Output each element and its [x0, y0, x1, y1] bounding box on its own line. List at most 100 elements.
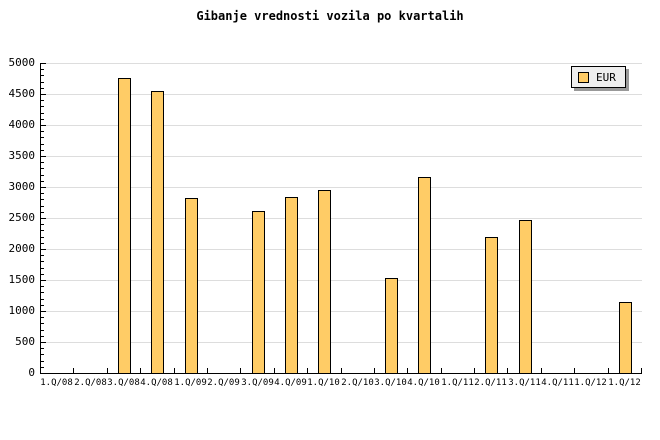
y-minor-tick — [41, 274, 44, 275]
y-minor-tick — [41, 75, 44, 76]
x-tick — [274, 368, 275, 373]
bar — [185, 198, 198, 374]
x-tick-label: 1.Q/09 — [174, 378, 207, 388]
y-minor-tick — [41, 261, 44, 262]
bar — [252, 211, 265, 374]
x-tick — [474, 368, 475, 373]
y-minor-tick — [41, 330, 44, 331]
x-tick-label: 4.Q/10 — [407, 378, 440, 388]
y-minor-tick — [41, 144, 44, 145]
x-tick — [641, 368, 642, 373]
plot-area — [40, 63, 642, 374]
y-major-tick — [41, 94, 46, 95]
x-tick — [341, 368, 342, 373]
gridline — [41, 342, 642, 343]
y-minor-tick — [41, 137, 44, 138]
y-minor-tick — [41, 150, 44, 151]
x-tick — [541, 368, 542, 373]
y-minor-tick — [41, 292, 44, 293]
y-minor-tick — [41, 336, 44, 337]
y-minor-tick — [41, 367, 44, 368]
x-tick — [441, 368, 442, 373]
y-major-tick — [41, 125, 46, 126]
y-minor-tick — [41, 206, 44, 207]
y-tick-label: 1500 — [8, 273, 36, 286]
y-minor-tick — [41, 193, 44, 194]
y-minor-tick — [41, 106, 44, 107]
y-tick-label: 2000 — [8, 242, 36, 255]
x-tick-label: 1.Q/08 — [40, 378, 73, 388]
gridline — [41, 218, 642, 219]
y-tick-label: 4000 — [8, 118, 36, 131]
x-tick — [73, 368, 74, 373]
y-major-tick — [41, 280, 46, 281]
gridline — [41, 125, 642, 126]
y-major-tick — [41, 373, 46, 374]
gridline — [41, 156, 642, 157]
y-major-tick — [41, 63, 46, 64]
bar — [485, 237, 498, 374]
x-tick-label: 3.Q/11 — [508, 378, 541, 388]
y-minor-tick — [41, 113, 44, 114]
y-minor-tick — [41, 88, 44, 89]
x-tick-label: 4.Q/11 — [541, 378, 574, 388]
bar — [619, 302, 632, 374]
x-tick-label: 2.Q/11 — [474, 378, 507, 388]
gridline — [41, 280, 642, 281]
y-tick-label: 3000 — [8, 180, 36, 193]
y-major-tick — [41, 156, 46, 157]
y-tick-label: 2500 — [8, 211, 36, 224]
gridline — [41, 187, 642, 188]
x-tick-label: 1.Q/11 — [441, 378, 474, 388]
y-minor-tick — [41, 299, 44, 300]
x-tick-label: 4.Q/09 — [274, 378, 307, 388]
x-tick — [174, 368, 175, 373]
y-minor-tick — [41, 199, 44, 200]
x-tick-label: 4.Q/08 — [140, 378, 173, 388]
y-tick-label: 3500 — [8, 149, 36, 162]
y-tick-label: 1000 — [8, 304, 36, 317]
x-tick — [207, 368, 208, 373]
y-minor-tick — [41, 268, 44, 269]
y-tick-label: 0 — [28, 366, 35, 379]
x-tick-label: 3.Q/08 — [107, 378, 140, 388]
gridline — [41, 249, 642, 250]
y-tick-label: 4500 — [8, 87, 36, 100]
x-tick-label: 2.Q/08 — [74, 378, 107, 388]
y-major-tick — [41, 342, 46, 343]
y-minor-tick — [41, 354, 44, 355]
bar — [318, 190, 331, 374]
x-tick — [140, 368, 141, 373]
x-tick-label: 2.Q/10 — [341, 378, 374, 388]
bar — [385, 278, 398, 374]
legend-label: EUR — [596, 70, 616, 84]
gridline — [41, 311, 642, 312]
legend: EUR — [571, 66, 626, 88]
y-minor-tick — [41, 230, 44, 231]
y-minor-tick — [41, 181, 44, 182]
x-tick — [574, 368, 575, 373]
y-major-tick — [41, 187, 46, 188]
x-tick — [374, 368, 375, 373]
bar — [151, 91, 164, 374]
x-tick-label: 3.Q/10 — [374, 378, 407, 388]
x-tick — [107, 368, 108, 373]
x-tick — [407, 368, 408, 373]
chart-title: Gibanje vrednosti vozila po kvartalih — [196, 9, 464, 23]
y-major-tick — [41, 249, 46, 250]
bar — [285, 197, 298, 374]
x-tick-label: 2.Q/09 — [207, 378, 240, 388]
y-minor-tick — [41, 119, 44, 120]
y-major-tick — [41, 218, 46, 219]
y-minor-tick — [41, 255, 44, 256]
x-tick — [307, 368, 308, 373]
y-minor-tick — [41, 317, 44, 318]
y-minor-tick — [41, 82, 44, 83]
bar — [519, 220, 532, 374]
x-tick — [507, 368, 508, 373]
x-tick-label: 1.Q/12 — [608, 378, 641, 388]
y-tick-label: 500 — [15, 335, 35, 348]
y-minor-tick — [41, 237, 44, 238]
y-minor-tick — [41, 348, 44, 349]
